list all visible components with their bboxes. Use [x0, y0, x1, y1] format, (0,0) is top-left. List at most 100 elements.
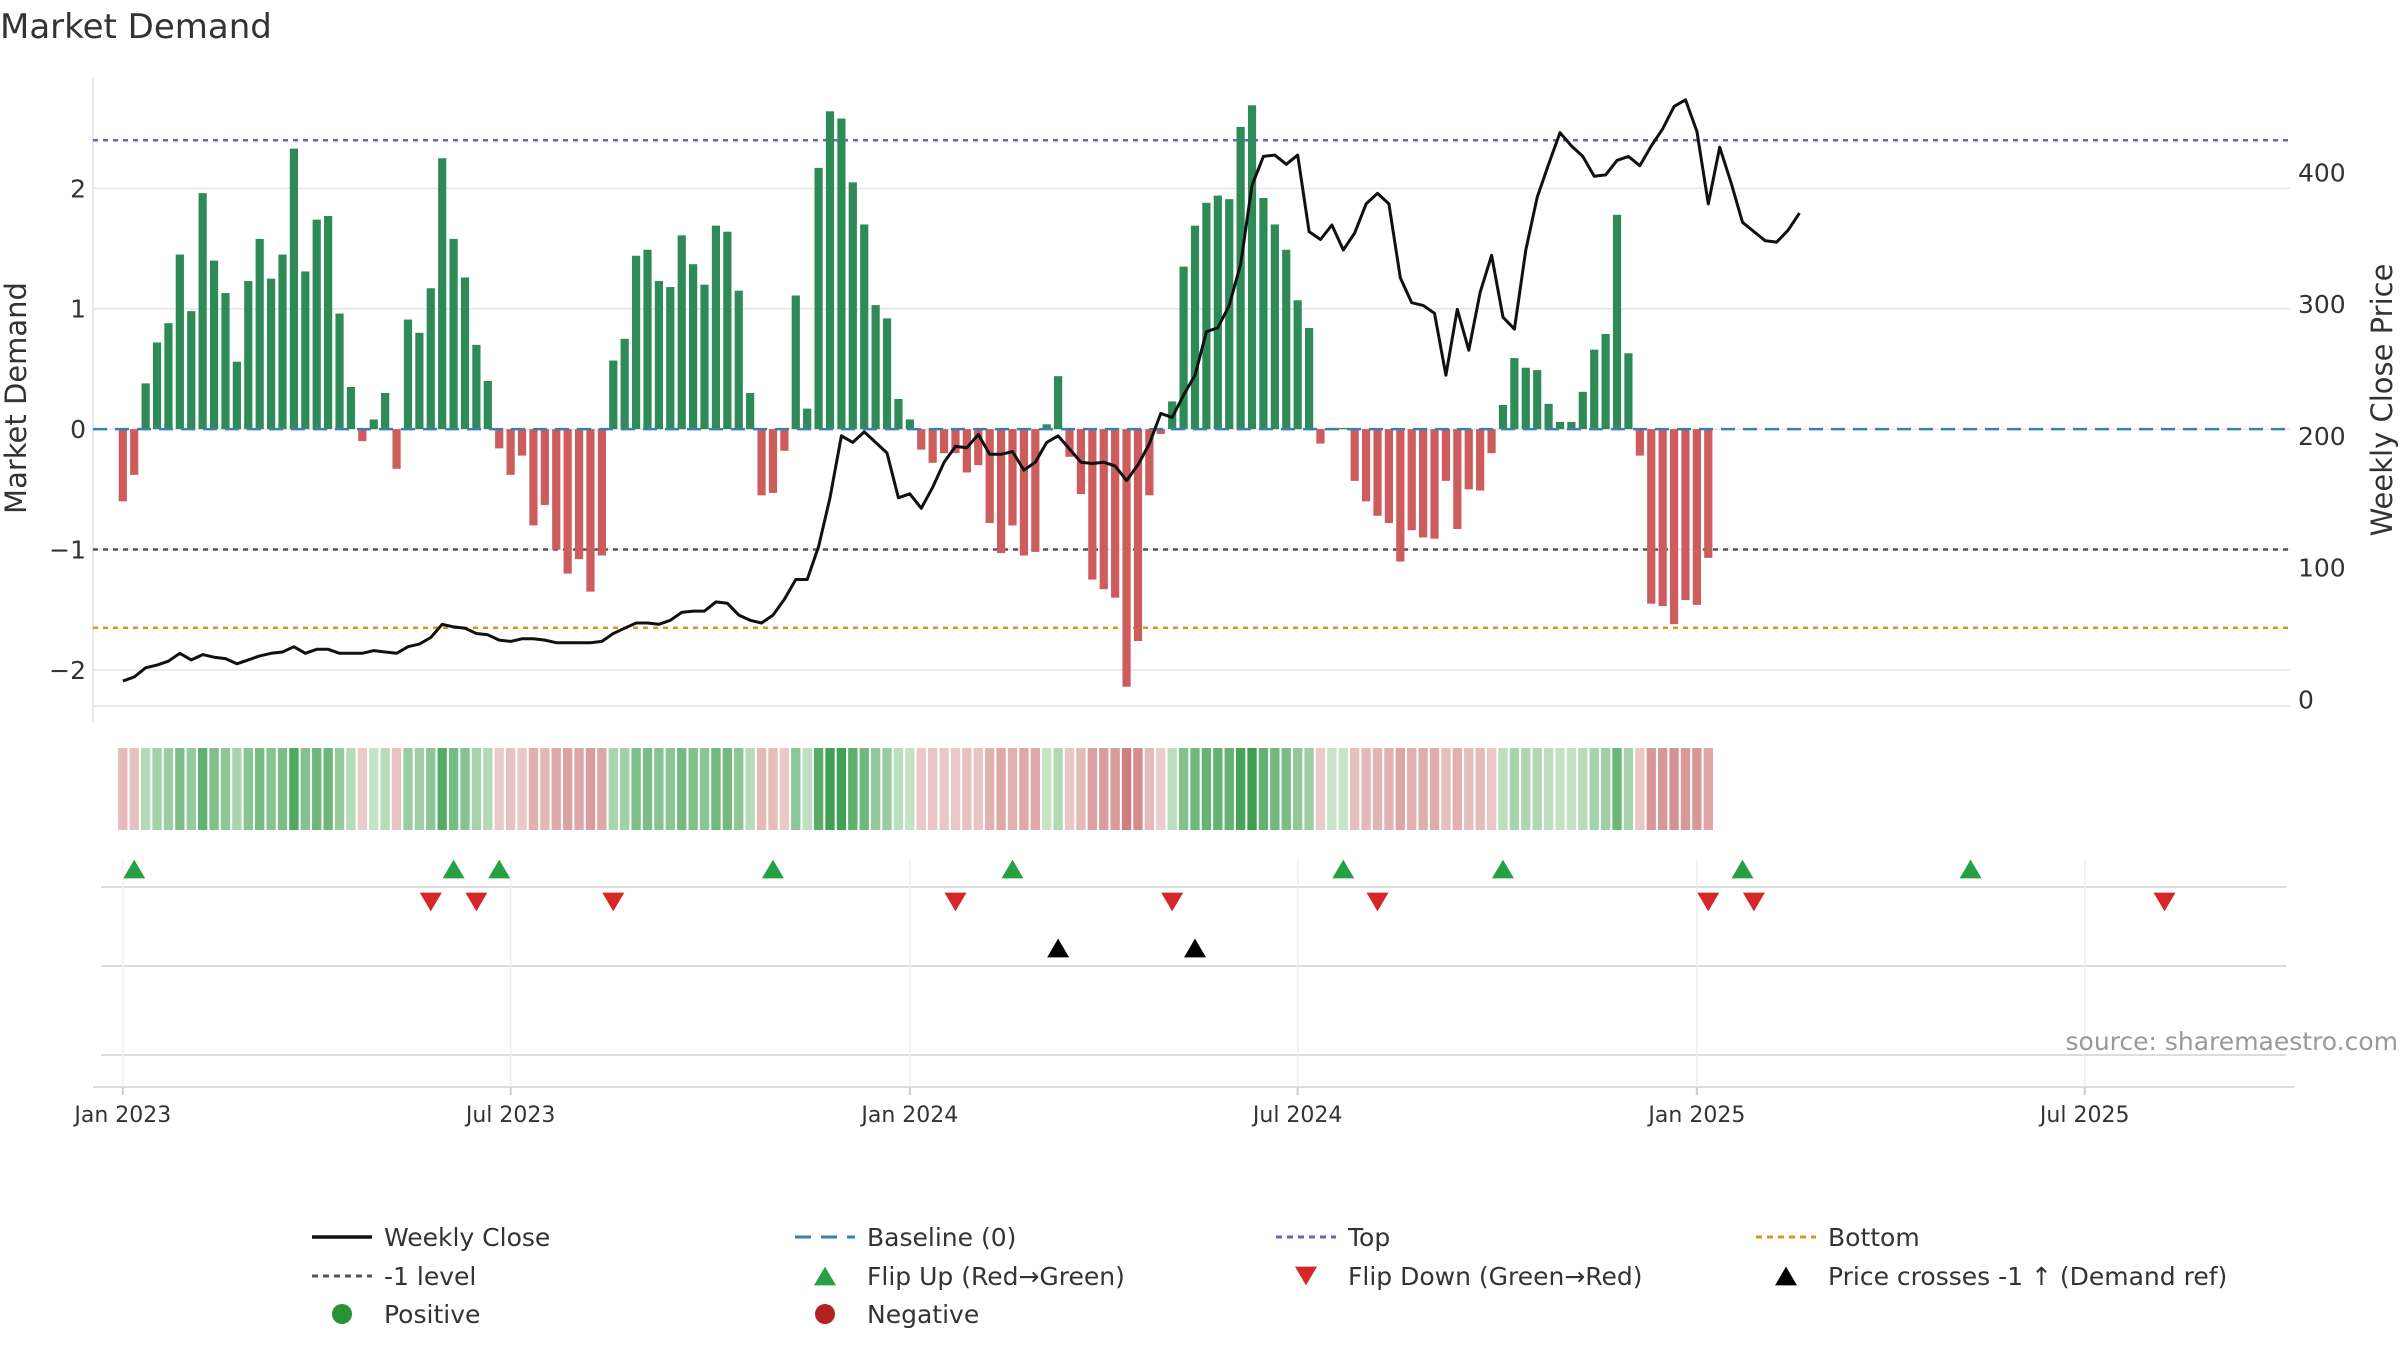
demand-bar	[1282, 249, 1291, 430]
demand-bar	[1122, 429, 1131, 687]
demand-bar	[1441, 429, 1451, 481]
strip-cell	[1509, 748, 1520, 830]
strip-cell	[1327, 748, 1337, 830]
legend-item: Bottom	[1756, 1223, 1920, 1252]
strip-cell	[118, 748, 128, 830]
demand-bar	[620, 338, 629, 430]
demand-bar	[1133, 429, 1143, 641]
demand-bar	[985, 429, 994, 524]
strip-cell	[1099, 748, 1109, 830]
x-tick-labels: Jan 2023 Jul 2023 Jan 2024 Jul 2024 Jan 2025…	[72, 1087, 2129, 1128]
strip-cell	[209, 748, 219, 830]
demand-bar	[1510, 358, 1519, 430]
strip-cell	[140, 748, 151, 830]
strip-cell	[437, 748, 447, 830]
demand-bar	[1054, 376, 1063, 430]
strip-cell	[1657, 748, 1668, 830]
legend-label: Flip Down (Green→Red)	[1348, 1262, 1643, 1291]
demand-bar	[266, 278, 276, 430]
demand-bar	[1521, 367, 1530, 430]
demand-bar	[768, 429, 778, 493]
demand-bar	[746, 393, 755, 430]
strip-cell	[357, 748, 368, 830]
legend-item: -1 level	[312, 1262, 476, 1291]
flip-down-marker	[419, 892, 442, 912]
demand-bar	[894, 399, 903, 430]
y2-tick-label: 0	[2298, 685, 2314, 714]
strip-cell	[620, 748, 630, 830]
y2-tick-label: 300	[2298, 290, 2346, 319]
strip-cell	[1589, 748, 1599, 830]
demand-bar	[1225, 199, 1234, 430]
strip-cell	[1110, 748, 1120, 830]
demand-bar	[1339, 427, 1348, 430]
left-y-tick-labels: −2 −1 0 1 2	[49, 174, 86, 685]
strip-cell	[836, 748, 847, 830]
x-tick-label: Jan 2024	[859, 1103, 958, 1128]
demand-bars	[118, 105, 1713, 687]
y-tick-label: 2	[70, 174, 86, 203]
demand-bar	[848, 182, 857, 430]
strip-cell	[734, 748, 744, 830]
strip-cell	[255, 748, 265, 830]
demand-bar	[324, 216, 333, 430]
flip-down-marker	[1697, 892, 1720, 912]
demand-bar	[1247, 105, 1257, 430]
legend-item: Negative	[815, 1300, 979, 1329]
strip-cell	[232, 748, 242, 830]
strip-cell	[1703, 748, 1713, 830]
demand-bar	[1692, 429, 1701, 605]
strip-cell	[1064, 748, 1075, 830]
strip-cell	[825, 748, 835, 830]
strip-cell	[585, 748, 596, 830]
demand-bar	[1498, 405, 1508, 430]
flip-up-marker	[1959, 859, 1982, 879]
demand-bar	[289, 148, 299, 430]
demand-bar	[1647, 429, 1656, 604]
strip-cell	[1133, 748, 1143, 830]
strip-cell	[414, 748, 425, 830]
strip-cell	[1270, 748, 1280, 830]
demand-bar	[1316, 429, 1325, 444]
demand-bar	[1259, 197, 1268, 430]
right-y-tick-labels: 0 100 200 300 400	[2298, 158, 2346, 714]
demand-bar	[1658, 429, 1667, 607]
strip-cell	[1498, 748, 1508, 830]
strip-cell	[1464, 748, 1474, 830]
demand-bar	[1008, 429, 1017, 526]
strip-cell	[562, 748, 573, 830]
demand-bar	[1464, 429, 1473, 490]
demand-bar	[574, 429, 584, 560]
marker-row-vertical-grid	[122, 860, 2086, 1087]
strip-cell	[1555, 748, 1565, 830]
demand-bar	[495, 429, 504, 449]
demand-bar	[951, 429, 960, 454]
strip-cell	[1042, 748, 1052, 830]
strip-cell	[494, 748, 504, 830]
strip-cell	[1007, 748, 1018, 830]
y2-tick-label: 400	[2298, 158, 2346, 187]
strip-cell	[1281, 748, 1291, 830]
demand-bar	[1384, 429, 1394, 524]
legend-swatch	[1775, 1266, 1797, 1286]
demand-bar	[335, 313, 344, 430]
strip-cell	[346, 748, 356, 830]
strip-cell	[528, 748, 539, 830]
demand-bar	[996, 429, 1006, 554]
strip-cell	[1156, 748, 1166, 830]
strip-cell	[1315, 748, 1326, 830]
demand-bar	[346, 386, 356, 430]
strip-cell	[916, 748, 926, 830]
demand-bar	[1236, 126, 1245, 430]
strip-cell	[1304, 748, 1314, 830]
y-tick-label: −1	[49, 536, 86, 565]
strip-cell	[1019, 748, 1029, 830]
demand-bar	[198, 193, 207, 430]
strip-cell	[483, 748, 493, 830]
x-tick-label: Jul 2023	[464, 1103, 556, 1128]
demand-bar	[860, 224, 869, 430]
demand-bar	[837, 118, 846, 430]
demand-bar	[381, 393, 390, 430]
strip-cell	[688, 748, 698, 830]
flip-up-marker	[1491, 859, 1514, 879]
